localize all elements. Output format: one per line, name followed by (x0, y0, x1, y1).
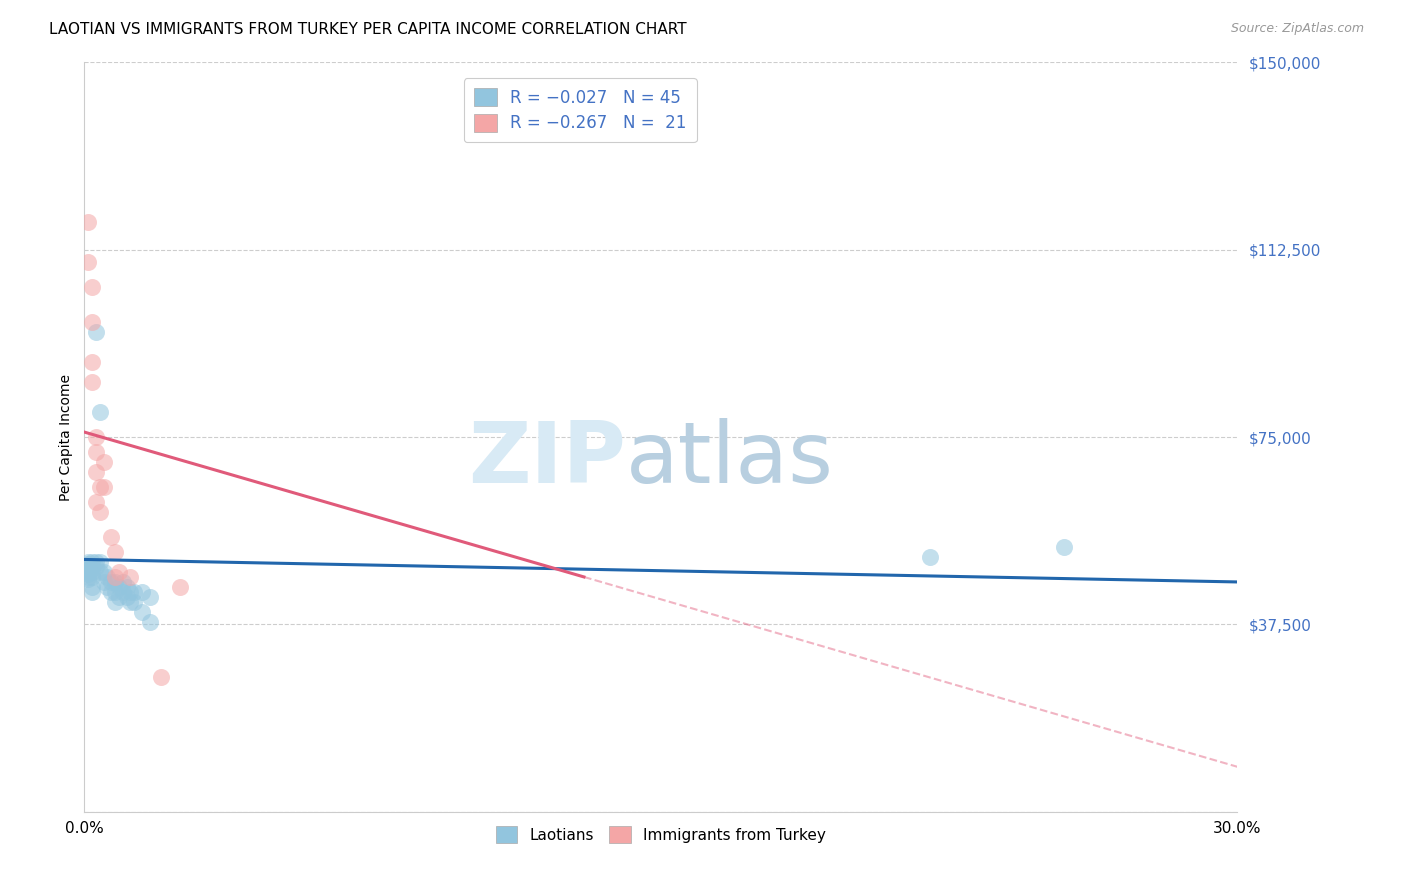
Point (80, 570, 103, 584)
Point (84, 495, 107, 509)
Text: Source: ZipAtlas.com: Source: ZipAtlas.com (1230, 22, 1364, 36)
Point (100, 530, 122, 544)
Point (111, 574, 134, 589)
Point (80, 375, 103, 389)
Point (89, 405, 111, 419)
Point (93, 565, 115, 579)
Point (89, 555, 111, 569)
Point (93, 574, 115, 589)
Point (80, 555, 103, 569)
Point (1053, 540, 1076, 554)
Point (77, 560, 100, 574)
Point (108, 580, 131, 594)
Point (89, 505, 111, 519)
Point (84, 430, 107, 444)
Point (104, 545, 127, 559)
Point (93, 480, 115, 494)
Point (84, 465, 107, 479)
Point (120, 585, 142, 599)
Point (918, 549, 941, 564)
Text: LAOTIAN VS IMMIGRANTS FROM TURKEY PER CAPITA INCOME CORRELATION CHART: LAOTIAN VS IMMIGRANTS FROM TURKEY PER CA… (49, 22, 688, 37)
Point (84, 560, 107, 574)
Y-axis label: Per Capita Income: Per Capita Income (59, 374, 73, 500)
Point (169, 580, 191, 594)
Point (77, 215, 100, 229)
Point (124, 585, 146, 599)
Point (93, 455, 115, 469)
Point (77, 558, 100, 572)
Point (77, 567, 100, 582)
Point (115, 590, 138, 604)
Point (77, 573, 100, 587)
Point (80, 585, 103, 599)
Point (77, 555, 100, 569)
Text: ZIP: ZIP (468, 418, 626, 501)
Point (104, 570, 127, 584)
Point (80, 580, 103, 594)
Point (77, 562, 100, 576)
Point (84, 445, 107, 459)
Point (80, 565, 103, 579)
Point (96, 570, 118, 584)
Point (131, 605, 153, 619)
Point (80, 280, 103, 294)
Point (120, 570, 142, 584)
Legend: Laotians, Immigrants from Turkey: Laotians, Immigrants from Turkey (489, 820, 832, 849)
Point (104, 585, 127, 599)
Point (124, 595, 146, 609)
Point (108, 565, 131, 579)
Point (115, 580, 138, 594)
Point (89, 480, 111, 494)
Point (100, 574, 122, 589)
Point (111, 585, 134, 599)
Point (89, 565, 111, 579)
Point (96, 580, 118, 594)
Point (138, 590, 160, 604)
Point (138, 615, 160, 629)
Point (84, 555, 107, 569)
Point (84, 325, 107, 339)
Point (77, 570, 100, 584)
Point (80, 315, 103, 329)
Point (100, 585, 122, 599)
Point (108, 590, 131, 604)
Point (80, 355, 103, 369)
Point (77, 565, 100, 579)
Point (150, 670, 173, 684)
Point (104, 595, 127, 609)
Point (131, 585, 153, 599)
Point (120, 595, 142, 609)
Point (104, 574, 127, 589)
Text: atlas: atlas (626, 418, 834, 501)
Point (77, 255, 100, 269)
Point (80, 560, 103, 574)
